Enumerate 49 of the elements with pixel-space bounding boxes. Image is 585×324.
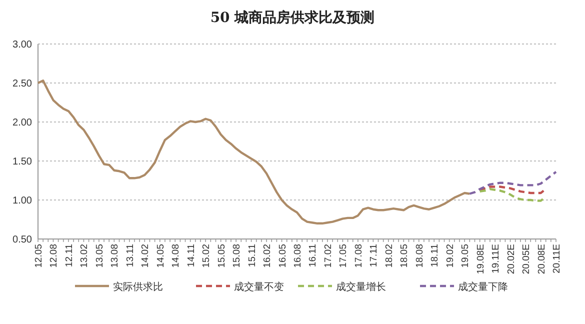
x-tick-label: 13.08	[110, 244, 121, 268]
x-tick-label: 13.02	[79, 244, 90, 268]
chart-title: 50 城商品房供求比及预测	[210, 9, 375, 26]
x-tick-label: 20.08E	[536, 244, 548, 274]
x-tick-label: 15.08	[232, 244, 243, 268]
x-tick-label: 15.05	[216, 244, 228, 268]
x-tick-label: 18.05	[399, 244, 410, 268]
x-tick-label: 15.11	[246, 244, 258, 268]
y-tick-label: 2.50	[12, 78, 32, 90]
x-tick-label: 13.11	[124, 244, 136, 268]
x-tick-label: 17.05	[338, 244, 350, 268]
x-tick-label: 14.05	[155, 244, 166, 268]
x-tick-label: 19.11E	[490, 244, 502, 274]
legend-label: 成交量下降	[458, 281, 508, 293]
x-tick-label: 17.08	[353, 244, 364, 268]
x-tick-label: 16.05	[277, 244, 288, 268]
x-tick-label: 19.08E	[475, 244, 486, 274]
legend-label: 实际供求比	[113, 281, 163, 293]
x-tick-label: 13.05	[94, 244, 106, 268]
x-tick-label: 14.08	[170, 244, 182, 268]
x-tick-label: 16.08	[292, 244, 304, 268]
x-tick-label: 17.11	[368, 244, 380, 268]
x-tick-label: 19.05	[460, 244, 472, 268]
x-tick-label: 14.11	[186, 244, 197, 268]
x-tick-label: 14.02	[140, 244, 152, 268]
y-tick-label: 2.00	[12, 118, 32, 128]
x-tick-label: 15.02	[201, 244, 212, 268]
x-tick-label: 19.02	[444, 244, 456, 268]
x-tick-label: 18.08	[414, 244, 426, 268]
x-tick-label: 12.11	[64, 244, 75, 268]
legend-label: 成交量增长	[336, 281, 386, 293]
x-tick-label: 16.11	[308, 244, 319, 268]
y-tick-label: 0.50	[12, 234, 32, 246]
line-series	[36, 80, 471, 224]
x-tick-label: 18.11	[430, 244, 441, 268]
y-tick-label: 3.00	[12, 40, 32, 50]
x-tick-label: 17.02	[322, 244, 334, 268]
x-tick-label: 18.02	[384, 244, 395, 268]
x-tick-label: 12.08	[48, 244, 60, 268]
x-tick-label: 20.02E	[506, 244, 517, 274]
x-tick-label: 16.02	[262, 244, 274, 268]
y-tick-label: 1.00	[12, 196, 32, 206]
y-tick-label: 1.50	[12, 156, 32, 168]
x-tick-label: 20.05E	[521, 244, 532, 274]
x-tick-label: 12.05	[34, 244, 44, 268]
line-series	[468, 170, 558, 195]
legend-label: 成交量不变	[234, 281, 284, 293]
line-series	[478, 186, 547, 194]
x-tick-label: 20.11E	[552, 244, 562, 274]
